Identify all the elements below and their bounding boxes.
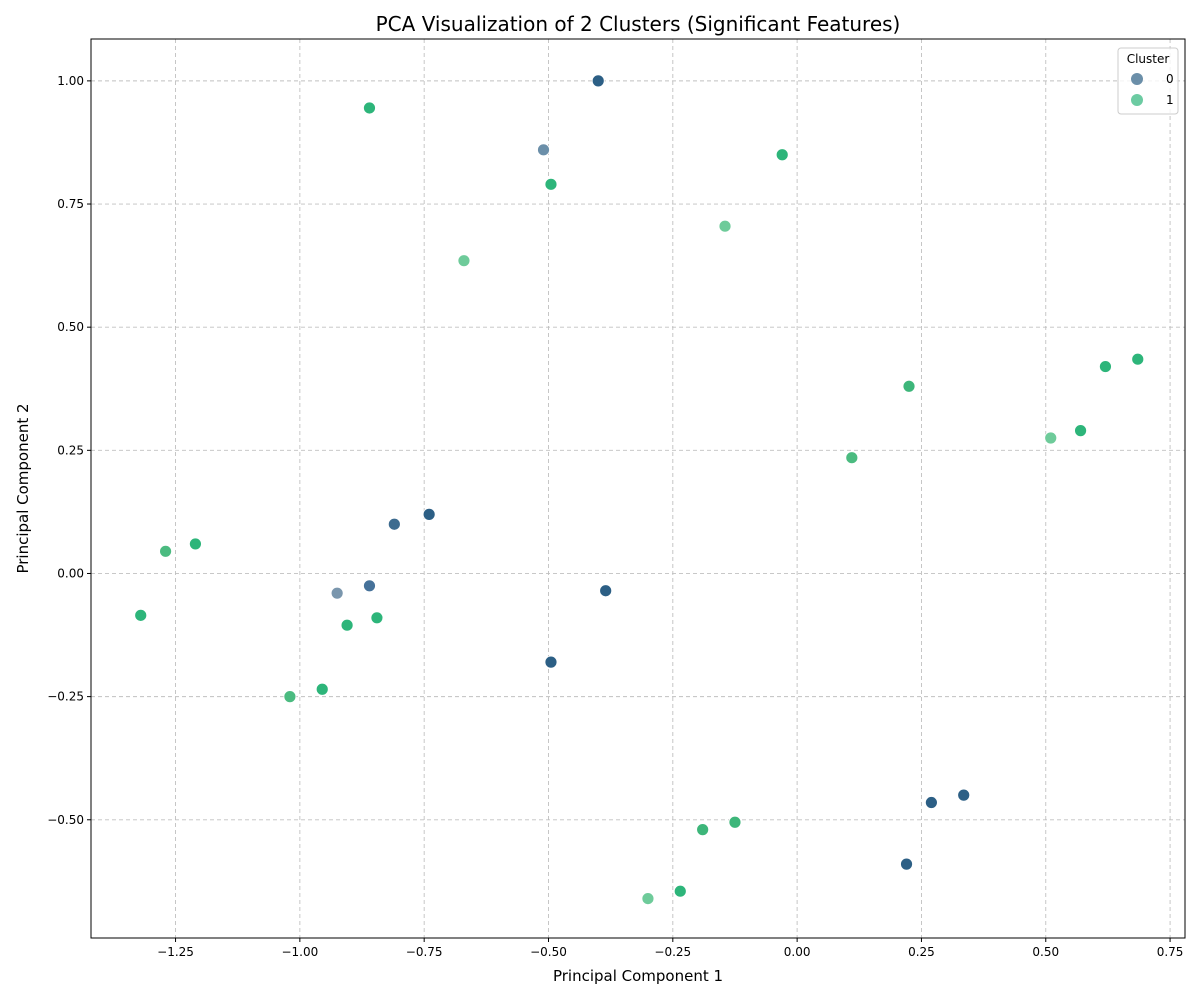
x-tick-label: 0.50 xyxy=(1032,945,1059,959)
y-tick-label: −0.25 xyxy=(47,690,84,704)
y-tick-label: 0.25 xyxy=(57,443,84,457)
scatter-point-cluster-1 xyxy=(718,219,732,233)
plot-frame xyxy=(90,38,1186,939)
scatter-point-cluster-0 xyxy=(330,586,344,600)
scatter-point-cluster-1 xyxy=(845,451,859,465)
scatter-point-cluster-1 xyxy=(1099,360,1112,373)
x-tick-label: 0.00 xyxy=(784,945,811,959)
data-points xyxy=(134,74,1145,905)
scatter-point-cluster-1 xyxy=(1074,424,1087,438)
x-tick-label: 0.75 xyxy=(1157,945,1184,959)
scatter-point-cluster-1 xyxy=(315,682,329,696)
chart-title: PCA Visualization of 2 Clusters (Signifi… xyxy=(376,12,901,36)
scatter-point-cluster-1 xyxy=(673,884,687,898)
scatter-point-cluster-1 xyxy=(283,690,297,704)
scatter-point-cluster-1 xyxy=(696,823,710,837)
x-tick-label: −0.50 xyxy=(530,945,567,959)
y-tick-label: 0.50 xyxy=(57,320,84,334)
x-axis-label: Principal Component 1 xyxy=(553,967,723,985)
scatter-point-cluster-0 xyxy=(957,788,971,802)
y-tick-label: −0.50 xyxy=(47,813,84,827)
x-tick-label: −1.25 xyxy=(157,945,194,959)
legend-marker xyxy=(1131,94,1143,106)
legend-title: Cluster xyxy=(1127,52,1170,66)
scatter-point-cluster-1 xyxy=(370,611,384,625)
x-tick-label: −0.25 xyxy=(654,945,691,959)
scatter-point-cluster-1 xyxy=(1131,352,1145,366)
scatter-point-cluster-0 xyxy=(599,584,613,598)
scatter-point-cluster-1 xyxy=(457,254,471,268)
scatter-point-cluster-1 xyxy=(775,148,789,162)
scatter-point-cluster-0 xyxy=(924,796,938,809)
y-tick-label: 0.00 xyxy=(57,566,84,580)
scatter-point-cluster-1 xyxy=(340,618,354,632)
scatter-point-cluster-1 xyxy=(363,101,376,115)
y-axis-label: Principal Component 2 xyxy=(14,403,32,573)
x-tick-label: −1.00 xyxy=(281,945,318,959)
scatter-point-cluster-0 xyxy=(591,74,605,88)
x-tick-label: −0.75 xyxy=(406,945,443,959)
legend: Cluster 01 xyxy=(1117,47,1179,115)
scatter-point-cluster-1 xyxy=(728,815,742,829)
scatter-point-cluster-0 xyxy=(900,857,913,871)
legend-marker xyxy=(1131,73,1143,85)
scatter-point-cluster-1 xyxy=(189,537,202,551)
legend-entries: 01 xyxy=(1131,72,1174,107)
x-tick-label: 0.25 xyxy=(908,945,935,959)
scatter-point-cluster-0 xyxy=(363,579,376,593)
scatter-point-cluster-1 xyxy=(1044,431,1058,445)
grid xyxy=(91,39,1185,938)
scatter-point-cluster-1 xyxy=(902,379,916,393)
legend-label: 1 xyxy=(1166,93,1174,107)
scatter-point-cluster-0 xyxy=(537,143,550,157)
x-axis-ticks: −1.25 −1.00 −0.75 −0.50 −0.25 0.00 0.25 0.50 0.7… xyxy=(157,938,1183,959)
scatter-point-cluster-1 xyxy=(134,608,148,622)
y-tick-label: 0.75 xyxy=(57,197,84,211)
scatter-point-cluster-1 xyxy=(544,177,558,191)
y-axis-ticks: −0.50 −0.25 0.00 0.25 0.50 0.75 1.00 xyxy=(47,74,91,827)
scatter-point-cluster-1 xyxy=(641,892,655,905)
scatter-point-cluster-1 xyxy=(159,544,172,558)
scatter-point-cluster-0 xyxy=(387,517,401,531)
scatter-point-cluster-0 xyxy=(422,507,436,521)
legend-label: 0 xyxy=(1166,72,1174,86)
y-tick-label: 1.00 xyxy=(57,74,84,88)
scatter-point-cluster-0 xyxy=(544,655,558,669)
